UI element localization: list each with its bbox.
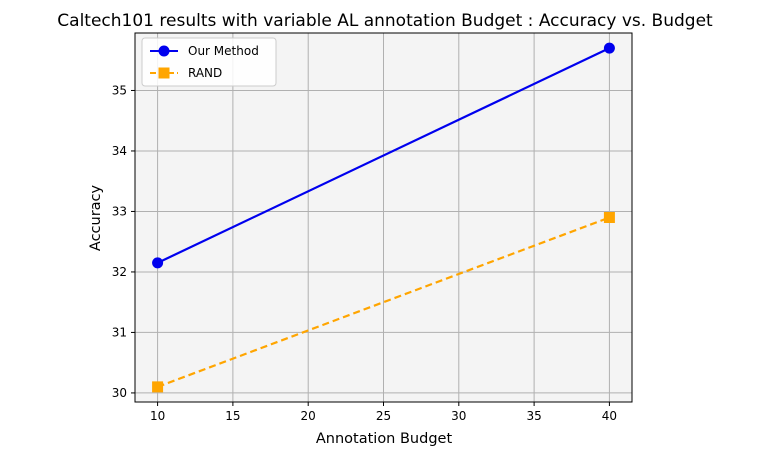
chart-title: Caltech101 results with variable AL anno… bbox=[57, 11, 713, 31]
series-line-0 bbox=[157, 47, 610, 264]
legend-label-our-method: Our Method bbox=[188, 44, 259, 58]
legend: Our Method RAND bbox=[141, 37, 277, 87]
x-tick-label: 10 bbox=[150, 409, 165, 423]
data-point-0 bbox=[152, 257, 164, 269]
x-tick-label: 20 bbox=[301, 409, 316, 423]
series-layer bbox=[152, 42, 615, 393]
data-point-1 bbox=[152, 381, 164, 393]
x-tick-label: 15 bbox=[225, 409, 240, 423]
y-tick-label: 31 bbox=[112, 325, 127, 339]
legend-label-rand: RAND bbox=[188, 66, 222, 80]
y-tick-label: 30 bbox=[112, 386, 127, 400]
y-axis-label: Accuracy bbox=[88, 184, 104, 251]
data-point-1 bbox=[603, 212, 615, 223]
ticks: 10 15 20 25 30 35 40 30 31 32 33 34 35 bbox=[112, 83, 617, 423]
legend-marker-our-method bbox=[158, 45, 170, 57]
y-tick-label: 32 bbox=[112, 265, 127, 279]
y-tick-label: 35 bbox=[112, 83, 127, 97]
x-tick-label: 30 bbox=[451, 409, 466, 423]
y-tick-label: 34 bbox=[112, 144, 127, 158]
x-tick-label: 25 bbox=[376, 409, 391, 423]
x-axis-label: Annotation Budget bbox=[316, 431, 453, 447]
x-tick-label: 40 bbox=[602, 409, 617, 423]
series-line-1 bbox=[157, 216, 610, 388]
grid bbox=[135, 33, 632, 402]
y-tick-label: 33 bbox=[112, 204, 127, 218]
data-point-0 bbox=[603, 42, 615, 54]
legend-marker-rand bbox=[158, 67, 170, 79]
x-tick-label: 35 bbox=[526, 409, 541, 423]
